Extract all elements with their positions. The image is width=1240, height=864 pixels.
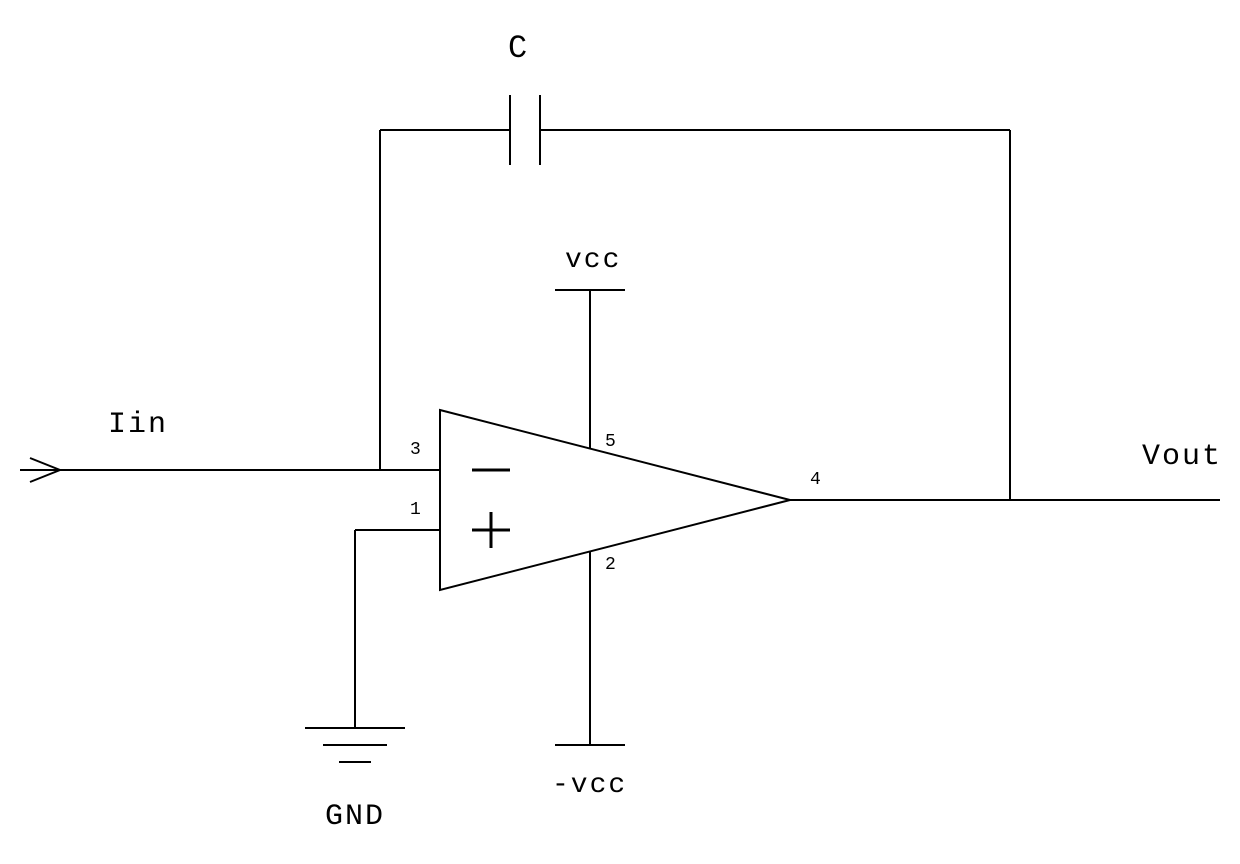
capacitor-label: C	[508, 30, 529, 67]
vcc-neg-label: -vcc	[552, 770, 627, 801]
pin-3-label: 3	[410, 440, 423, 460]
pin-5-label: 5	[605, 432, 618, 452]
input-label: Iin	[108, 408, 168, 442]
pin-4-label: 4	[810, 470, 823, 490]
vcc-pos-label: vcc	[565, 245, 621, 276]
pin-2-label: 2	[605, 555, 618, 575]
circuit-diagram	[0, 0, 1240, 864]
ground-label: GND	[325, 800, 385, 834]
pin-1-label: 1	[410, 500, 423, 520]
output-label: Vout	[1142, 440, 1222, 474]
